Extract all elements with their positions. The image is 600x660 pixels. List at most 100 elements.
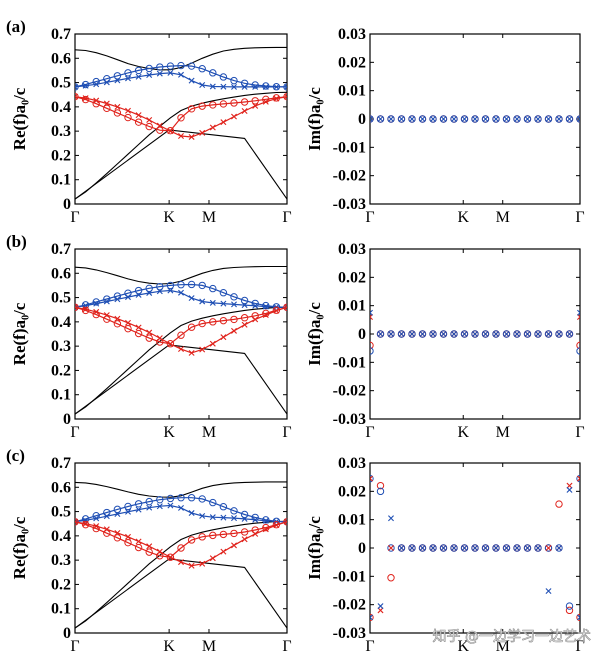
x-tick-label: Γ: [365, 424, 374, 441]
marker-blue-cross: [514, 545, 520, 551]
marker-blue-circle: [370, 115, 374, 123]
marker-blue-circle: [481, 330, 490, 338]
marker-blue-circle: [429, 544, 437, 552]
marker-blue-circle: [502, 115, 511, 123]
y-tick-label: -0.02: [333, 597, 366, 614]
y-tick-label: -0.01: [333, 139, 366, 156]
marker-red-cross: [146, 116, 153, 123]
marker-blue-cross: [482, 545, 489, 551]
marker-blue-circle: [565, 330, 574, 338]
marker-red-circle: [166, 340, 175, 348]
marker-red-cross: [135, 324, 142, 331]
marker-blue-circle: [156, 63, 164, 71]
marker-blue-circle: [166, 281, 175, 290]
marker-red-circle: [103, 315, 111, 323]
marker-blue-cross: [409, 331, 415, 337]
marker-red-circle: [103, 104, 111, 113]
marker-red-circle: [370, 341, 374, 350]
marker-blue-circle: [187, 280, 196, 289]
marker-red-circle: [251, 97, 259, 105]
marker-red-cross: [241, 107, 248, 114]
marker-blue-cross: [472, 116, 478, 122]
marker-red-circle: [145, 334, 153, 342]
marker-red-cross: [156, 122, 163, 129]
marker-red-cross: [209, 555, 216, 562]
marker-blue-cross: [209, 514, 216, 521]
y-tick-label: 0.01: [338, 298, 366, 315]
marker-blue-cross: [262, 83, 269, 90]
marker-blue-circle: [134, 286, 143, 295]
y-tick-label: 0.1: [51, 172, 71, 189]
panel-label: (b): [6, 232, 27, 251]
marker-red-circle: [198, 533, 206, 541]
marker-blue-circle: [439, 544, 448, 552]
marker-red-circle: [124, 113, 132, 122]
marker-red-cross: [75, 93, 78, 100]
marker-blue-circle: [450, 544, 458, 552]
marker-blue-circle: [523, 544, 532, 552]
marker-blue-circle: [187, 494, 196, 502]
marker-red-cross: [377, 607, 384, 614]
marker-red-circle: [209, 318, 217, 326]
x-tick-label: K: [457, 424, 469, 441]
marker-blue-cross: [199, 298, 206, 305]
marker-blue-circle: [481, 115, 490, 123]
marker-red-cross: [135, 538, 142, 545]
marker-blue-cross: [125, 294, 131, 301]
series-black-line-line: [75, 91, 287, 200]
marker-blue-circle: [230, 76, 238, 85]
marker-blue-circle: [450, 330, 458, 338]
marker-blue-circle: [198, 65, 206, 73]
marker-red-cross: [135, 112, 142, 119]
marker-blue-cross: [252, 83, 259, 90]
x-tick-label: Γ: [365, 209, 374, 226]
marker-red-circle: [219, 316, 228, 325]
marker-blue-cross: [577, 116, 580, 122]
marker-blue-circle: [418, 115, 427, 123]
y-tick-label: -0.03: [333, 196, 366, 213]
x-tick-label: M: [202, 424, 216, 441]
marker-blue-cross: [188, 510, 195, 517]
marker-red-cross: [199, 346, 206, 353]
marker-red-circle: [177, 331, 185, 339]
marker-red-cross: [566, 482, 573, 489]
marker-blue-cross: [241, 83, 248, 90]
marker-blue-cross: [566, 116, 573, 122]
marker-red-cross: [156, 335, 163, 342]
marker-blue-cross: [209, 83, 216, 90]
marker-blue-cross: [199, 512, 206, 519]
marker-red-circle: [166, 126, 175, 135]
y-tick-label: 0.5: [51, 290, 71, 307]
marker-blue-cross: [493, 545, 499, 551]
marker-blue-circle: [219, 73, 228, 81]
panel-b-re: (b) 0 0.1 0.2 0.3 0.4 0.5 0.6 0.7 Γ K M Γ Re(f)a₀/c: [6, 232, 292, 441]
marker-red-cross: [388, 545, 394, 551]
marker-blue-circle: [177, 494, 185, 502]
marker-blue-circle: [460, 115, 469, 123]
series-red-o-line: [75, 96, 287, 132]
marker-blue-circle: [177, 61, 185, 70]
marker-blue-cross: [220, 514, 227, 521]
marker-blue-cross: [524, 331, 531, 337]
marker-blue-cross: [461, 545, 468, 551]
marker-blue-circle: [81, 80, 90, 89]
marker-blue-circle: [376, 330, 385, 338]
marker-red-cross: [231, 113, 237, 120]
marker-blue-cross: [440, 116, 447, 122]
y-axis-label: Re(f)a₀/c: [10, 516, 29, 579]
marker-blue-circle: [513, 115, 521, 123]
marker-blue-circle: [408, 544, 416, 552]
marker-red-cross: [370, 314, 373, 320]
axes-frame: [74, 462, 288, 634]
y-tick-label: 0.7: [51, 241, 71, 258]
marker-blue-circle: [481, 544, 490, 552]
marker-blue-cross: [472, 545, 478, 551]
marker-red-circle: [219, 100, 228, 108]
marker-red-circle: [283, 518, 287, 526]
marker-blue-cross: [409, 116, 415, 122]
marker-red-cross: [220, 119, 227, 126]
series-black-line-line: [75, 520, 287, 629]
marker-red-cross: [103, 100, 110, 107]
marker-red-circle: [113, 320, 122, 328]
